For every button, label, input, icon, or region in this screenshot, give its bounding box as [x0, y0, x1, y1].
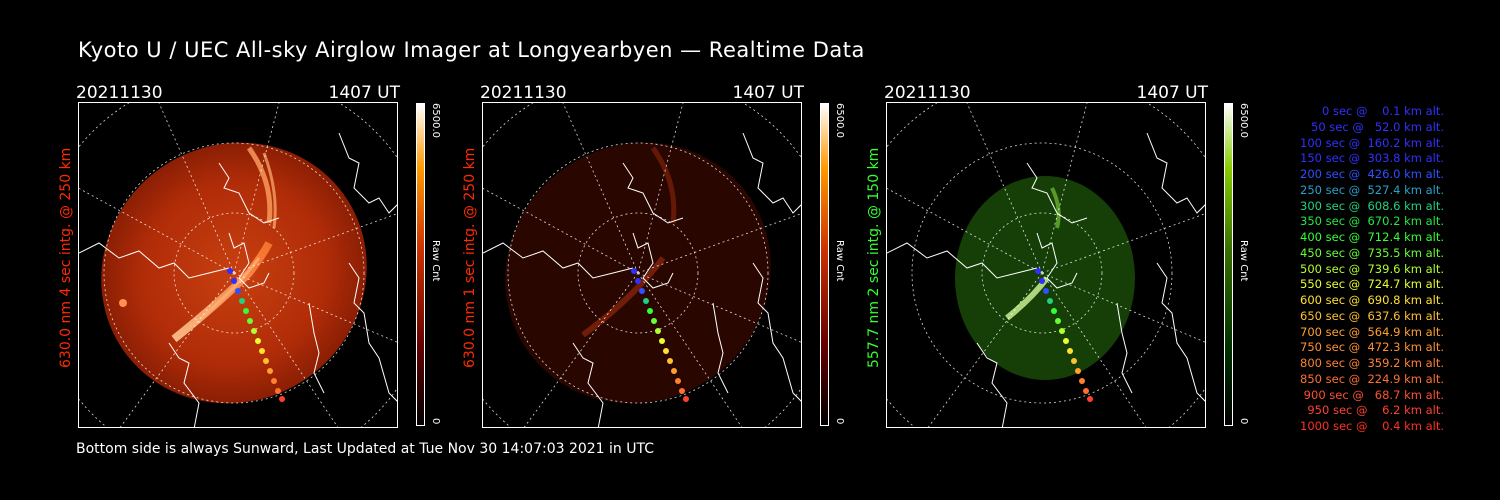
- panel1-date: 20211130: [76, 83, 163, 103]
- legend-row: 650 sec @ 637.6 km alt.: [1296, 308, 1444, 323]
- panel1-colorbar: [416, 103, 425, 426]
- panel2-colorbar-max: 6500.0: [834, 103, 845, 138]
- legend-row: 150 sec @ 303.8 km alt.: [1296, 151, 1444, 166]
- panel3-colorbar-min: 0: [1238, 418, 1249, 425]
- legend-row: 900 sec @ 68.7 km alt.: [1300, 387, 1444, 402]
- panel1-colorbar-unit: Raw Cnt: [430, 240, 441, 282]
- panel3-colorbar-unit: Raw Cnt: [1238, 240, 1249, 282]
- panel2-colorbar-unit: Raw Cnt: [834, 240, 845, 282]
- panel3-time: 1407 UT: [1136, 83, 1209, 103]
- satellite-legend: 0 sec @ 0.1 km alt. 50 sec @ 52.0 km alt…: [1262, 104, 1444, 435]
- legend-row: 250 sec @ 527.4 km alt.: [1296, 182, 1444, 197]
- legend-row: 550 sec @ 724.7 km alt.: [1296, 277, 1444, 292]
- panel2-colorbar: [820, 103, 829, 426]
- legend-row: 750 sec @ 472.3 km alt.: [1296, 340, 1444, 355]
- legend-row: 500 sec @ 739.6 km alt.: [1296, 261, 1444, 276]
- panel3-colorbar: [1224, 103, 1233, 426]
- satellite-track: [631, 268, 689, 402]
- satellite-track: [227, 268, 285, 402]
- panel2-colorbar-min: 0: [834, 418, 845, 425]
- panel2-map: [483, 103, 801, 427]
- legend-row: 350 sec @ 670.2 km alt.: [1296, 214, 1444, 229]
- panel3-date: 20211130: [884, 83, 971, 103]
- legend-row: 0 sec @ 0.1 km alt.: [1311, 104, 1444, 118]
- panel2-time: 1407 UT: [732, 83, 805, 103]
- panel3-map: [887, 103, 1205, 427]
- legend-row: 100 sec @ 160.2 km alt.: [1296, 135, 1444, 150]
- panel3-image: [886, 102, 1206, 428]
- legend-row: 600 sec @ 690.8 km alt.: [1296, 293, 1444, 307]
- panel3-colorbar-max: 6500.0: [1238, 103, 1249, 138]
- panel2-image: [482, 102, 802, 428]
- panel1-ylabel: 630.0 nm 4 sec intg. @ 250 km: [58, 147, 74, 368]
- satellite-track: [1035, 268, 1093, 402]
- footer-note: Bottom side is always Sunward, Last Upda…: [76, 441, 654, 457]
- panel1-time: 1407 UT: [328, 83, 401, 103]
- legend-row: 400 sec @ 712.4 km alt.: [1296, 230, 1444, 244]
- legend-row: 1000 sec @ 0.4 km alt.: [1300, 419, 1444, 433]
- legend-row: 50 sec @ 52.0 km alt.: [1303, 119, 1444, 134]
- legend-row: 450 sec @ 735.5 km alt.: [1296, 245, 1444, 260]
- legend-row: 700 sec @ 564.9 km alt.: [1296, 324, 1444, 339]
- legend-row: 200 sec @ 426.0 km alt.: [1296, 167, 1444, 181]
- panel3-ylabel: 557.7 nm 2 sec intg. @ 150 km: [866, 147, 882, 368]
- panel1-image: [78, 102, 398, 428]
- panel1-colorbar-min: 0: [430, 418, 441, 425]
- legend-row: 300 sec @ 608.6 km alt.: [1296, 198, 1444, 213]
- panel1-map: [79, 103, 397, 427]
- page-title: Kyoto U / UEC All-sky Airglow Imager at …: [78, 38, 865, 62]
- panel2-date: 20211130: [480, 83, 567, 103]
- legend-row: 950 sec @ 6.2 km alt.: [1303, 403, 1444, 418]
- panel1-colorbar-max: 6500.0: [430, 103, 441, 138]
- panel2-ylabel: 630.0 nm 1 sec intg. @ 250 km: [462, 147, 478, 368]
- legend-row: 800 sec @ 359.2 km alt.: [1296, 356, 1444, 370]
- legend-row: 850 sec @ 224.9 km alt.: [1296, 371, 1444, 386]
